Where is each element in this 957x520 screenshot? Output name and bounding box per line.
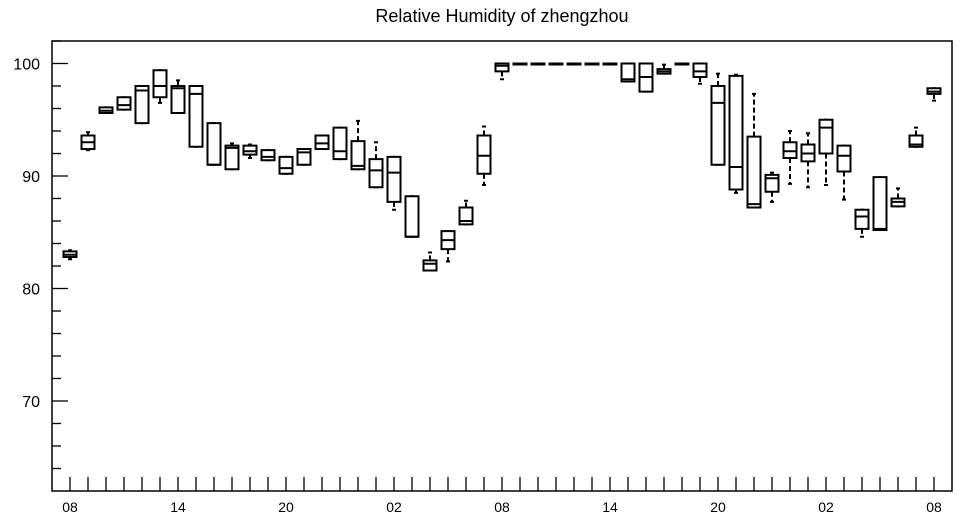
box-plot-item	[260, 149, 276, 162]
box-plot-item	[296, 148, 312, 166]
x-tick-label: 02	[818, 499, 834, 515]
box-body	[296, 148, 312, 166]
box-plot-item	[188, 85, 204, 148]
box-body	[476, 134, 492, 175]
box-body	[278, 155, 294, 175]
box-body	[188, 85, 204, 148]
box-body	[332, 126, 348, 161]
box-body	[386, 155, 402, 203]
box-plot-item	[152, 69, 168, 104]
x-tick-label: 20	[278, 499, 294, 515]
box-body	[260, 149, 276, 162]
box-plot-item	[584, 62, 600, 66]
box-plot-item	[818, 118, 834, 186]
box-body	[782, 141, 798, 159]
box-body	[224, 144, 240, 171]
box-body	[314, 134, 330, 150]
plot-frame	[51, 40, 953, 492]
box-body	[152, 69, 168, 99]
box-plot-item	[890, 187, 906, 208]
box-body	[422, 259, 438, 272]
box-body	[242, 144, 258, 156]
box-plot-item	[242, 143, 258, 159]
box-plot-item	[278, 155, 294, 175]
box-plot-item	[314, 134, 330, 150]
box-plot-item	[206, 122, 222, 166]
box-plot-item	[134, 85, 150, 125]
box-plot-item	[458, 199, 474, 226]
box-plot-item	[836, 144, 852, 201]
box-plot-item	[386, 155, 402, 211]
box-plot-item	[746, 92, 762, 209]
box-plot-item	[170, 79, 186, 114]
box-body	[746, 135, 762, 209]
box-body	[368, 158, 384, 189]
y-tick-label: 90	[22, 169, 40, 186]
chart-title: Relative Humidity of zhengzhou	[375, 6, 628, 26]
box-body	[836, 144, 852, 173]
box-body	[620, 62, 636, 83]
box-plot-item	[98, 106, 114, 114]
box-plot-item	[710, 72, 726, 166]
box-plot-item	[548, 62, 564, 66]
x-tick-label: 08	[62, 499, 78, 515]
box-body	[404, 195, 420, 238]
x-tick-label: 02	[386, 499, 402, 515]
box-plot-item	[800, 132, 816, 189]
box-plot-item	[566, 62, 582, 66]
y-tick-label: 80	[22, 282, 40, 299]
boxes-layer	[62, 62, 942, 272]
axes-layer: 70 80 90 100 08 14 20 02 08 14 20 02 08	[13, 40, 942, 515]
box-plot-item	[782, 130, 798, 185]
box-body	[908, 134, 924, 148]
box-plot-item	[656, 63, 672, 75]
box-plot-item	[908, 126, 924, 148]
box-body	[134, 85, 150, 125]
x-tick-label: 08	[494, 499, 510, 515]
box-plot-item	[530, 62, 546, 66]
box-plot-item	[350, 119, 366, 171]
box-plot-item	[422, 251, 438, 272]
x-tick-label: 20	[710, 499, 726, 515]
box-plot-item	[332, 126, 348, 161]
x-tick-label: 14	[602, 499, 618, 515]
box-body	[854, 208, 870, 230]
box-body	[206, 122, 222, 166]
box-plot-item	[116, 96, 132, 111]
box-body	[872, 176, 888, 231]
box-plot-item	[926, 87, 942, 102]
box-plot-item	[674, 62, 690, 66]
box-body	[116, 96, 132, 111]
y-tick-label: 100	[13, 57, 40, 74]
box-plot-item	[62, 249, 78, 261]
box-plot-item	[728, 73, 744, 194]
box-body	[692, 62, 708, 78]
box-body	[710, 85, 726, 166]
box-plot-item	[404, 195, 420, 238]
box-plot-item	[476, 125, 492, 186]
box-body	[494, 62, 510, 73]
box-plot-item	[620, 62, 636, 83]
box-plot-item	[224, 142, 240, 171]
box-body	[818, 118, 834, 155]
box-plot-item	[854, 208, 870, 238]
box-plot-item	[440, 230, 456, 263]
box-plot-item	[872, 176, 888, 231]
box-body	[170, 85, 186, 114]
box-plot-item	[368, 141, 384, 189]
box-plot-item	[638, 62, 654, 93]
box-body	[350, 140, 366, 171]
x-tick-label: 08	[926, 499, 942, 515]
box-plot-item	[512, 62, 528, 66]
y-tick-label: 70	[22, 394, 40, 411]
box-plot-item	[494, 62, 510, 81]
x-tick-label: 14	[170, 499, 186, 515]
box-plot-item	[764, 171, 780, 203]
box-plot-item	[692, 62, 708, 85]
box-plot-item	[602, 62, 618, 66]
box-body	[728, 74, 744, 191]
box-plot-item	[80, 131, 96, 152]
